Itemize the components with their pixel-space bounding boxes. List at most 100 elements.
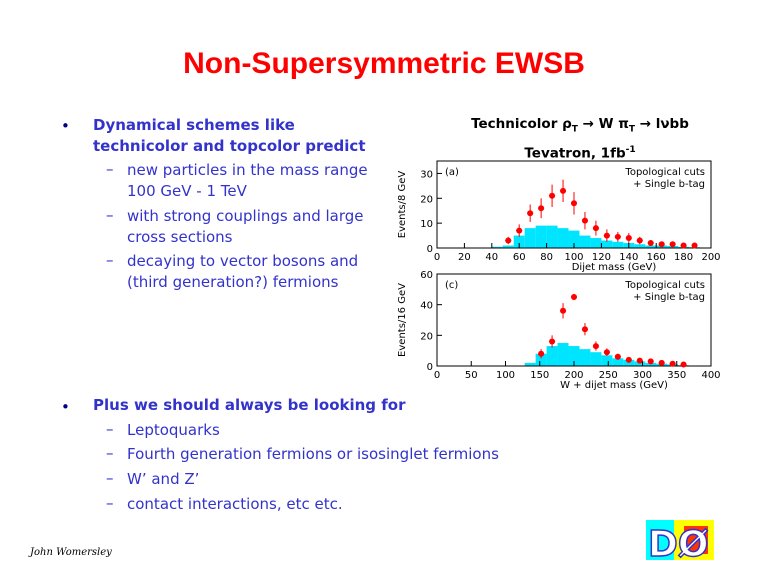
panel-label: (a) — [445, 167, 459, 178]
annotation-text: Topological cuts — [624, 280, 705, 291]
x-tick-label: 80 — [540, 252, 553, 263]
bullet-text-line: technicolor and topcolor predict — [93, 137, 366, 155]
histogram-bar — [568, 230, 580, 248]
data-point — [669, 360, 676, 367]
x-tick-label: 160 — [647, 252, 666, 263]
x-tick-label: 0 — [434, 370, 440, 381]
sub-item-contact-interactions: contact interactions, etc etc. — [127, 495, 343, 513]
histogram-bar — [568, 346, 580, 366]
data-point — [549, 338, 556, 345]
figure-title-line1: Technicolor ρT → W πT → lνbb — [471, 116, 689, 135]
x-tick-label: 350 — [667, 370, 686, 381]
data-point — [636, 237, 643, 244]
data-point — [625, 356, 632, 363]
y-tick-label: 0 — [427, 362, 433, 373]
data-point — [614, 233, 621, 240]
d0-logo: DØ — [646, 520, 714, 562]
y-tick-label: 60 — [420, 270, 433, 281]
data-point — [636, 357, 643, 364]
data-point — [614, 353, 621, 360]
histogram-bar — [612, 358, 624, 366]
data-point — [505, 237, 512, 244]
histogram-bar — [535, 225, 547, 248]
histogram-bar — [601, 240, 613, 248]
data-point — [592, 225, 599, 232]
y-tick-label: 40 — [420, 301, 433, 312]
histogram-bar — [590, 238, 602, 248]
data-point — [691, 242, 698, 249]
histogram-bar — [513, 235, 525, 248]
data-point — [603, 232, 610, 239]
x-tick-label: 250 — [599, 370, 618, 381]
data-point — [516, 227, 523, 234]
sub-item-mass-range: new particles in the mass range 100 GeV … — [127, 160, 368, 202]
sub-item-line: new particles in the mass range — [127, 161, 368, 179]
histogram-bar — [579, 235, 591, 248]
figure-title: Technicolor ρT → W πT → lνbb Tevatron, 1… — [430, 114, 730, 163]
footer-author: John Womersley — [30, 547, 112, 558]
histogram-bar — [557, 228, 569, 248]
data-point — [571, 294, 577, 300]
data-point — [527, 210, 534, 217]
data-point — [625, 235, 632, 242]
x-tick-label: 120 — [592, 252, 611, 263]
y-tick-label: 10 — [420, 219, 433, 230]
sub-bullet-dash: – — [106, 494, 114, 512]
x-tick-label: 40 — [485, 252, 498, 263]
data-point — [571, 200, 577, 207]
annotation-text: Topological cuts — [624, 167, 705, 178]
annotation-text: + Single b-tag — [633, 292, 705, 303]
histogram-bar — [634, 361, 646, 366]
data-point — [581, 217, 588, 224]
bullet-text-line: Dynamical schemes like — [93, 116, 295, 134]
data-point — [658, 359, 665, 366]
y-axis-label: Events/16 GeV — [397, 283, 408, 357]
sub-bullet-dash: – — [106, 444, 114, 462]
data-point — [592, 343, 599, 350]
histogram-bar — [502, 245, 514, 248]
x-tick-label: 200 — [564, 370, 583, 381]
sub-item-couplings: with strong couplings and large cross se… — [127, 206, 364, 248]
sub-bullet-dash: – — [106, 420, 114, 438]
x-tick-label: 0 — [434, 252, 440, 263]
sub-bullet-dash: – — [106, 160, 114, 178]
annotation-text: + Single b-tag — [633, 179, 705, 190]
panel-label: (c) — [445, 280, 458, 291]
histogram-bar — [546, 346, 558, 366]
x-tick-label: 50 — [465, 370, 478, 381]
histogram-bar — [524, 228, 536, 248]
x-axis-label: Dijet mass (GeV) — [572, 262, 657, 273]
d0-logo-text: DØ — [648, 524, 709, 562]
data-point — [560, 307, 567, 314]
x-tick-label: 140 — [619, 252, 638, 263]
histogram-bar — [645, 245, 657, 248]
x-tick-label: 100 — [564, 252, 583, 263]
data-point — [680, 242, 687, 249]
histogram-bar — [524, 362, 536, 366]
sub-item-line: cross sections — [127, 228, 233, 246]
y-tick-label: 20 — [420, 194, 433, 205]
x-tick-label: 100 — [496, 370, 515, 381]
data-point — [647, 240, 654, 247]
bullet-text-dynamical: Dynamical schemes like technicolor and t… — [93, 115, 365, 157]
histogram-bar — [623, 359, 635, 366]
y-tick-label: 0 — [427, 244, 433, 255]
sub-item-fourth-generation: Fourth generation fermions or isosinglet… — [127, 445, 499, 463]
histogram-bar — [590, 352, 602, 366]
histogram-bar — [557, 343, 569, 366]
bullet-text-plus: Plus we should always be looking for — [93, 396, 406, 414]
x-tick-label: 60 — [513, 252, 526, 263]
histogram-bar — [601, 355, 613, 366]
bullet-marker: • — [61, 117, 70, 135]
x-tick-label: 200 — [701, 252, 720, 263]
sub-bullet-dash: – — [106, 251, 114, 269]
figure-title-line2: Tevatron, 1fb-1 — [524, 144, 636, 162]
histogram-bar — [645, 362, 657, 366]
histogram-bar — [612, 241, 624, 248]
y-tick-label: 20 — [420, 331, 433, 342]
histogram-bar — [546, 225, 558, 248]
sub-item-leptoquarks: Leptoquarks — [127, 421, 220, 439]
chart-dijet-mass: 0 20 40 60 80 100 120 140 160 180 200 0 10 20 30 (a) Top… — [397, 160, 721, 273]
data-point — [669, 241, 676, 248]
sub-bullet-dash: – — [106, 206, 114, 224]
